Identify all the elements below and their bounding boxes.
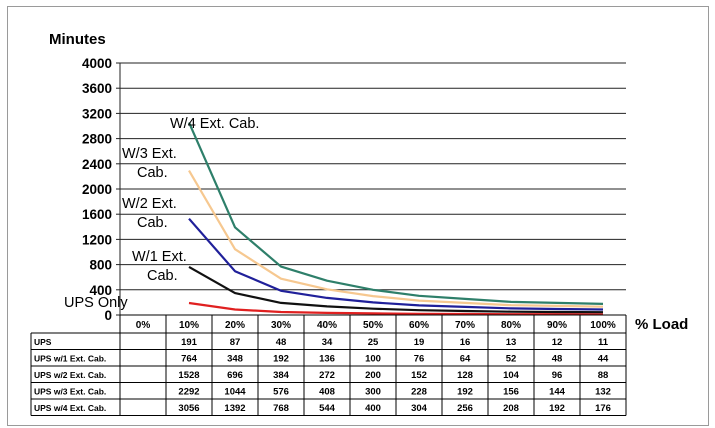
series-annotation: W/1 Ext. xyxy=(132,249,187,265)
table-cell: 764 xyxy=(181,354,198,365)
series-annotation: W/4 Ext. Cab. xyxy=(170,116,259,132)
x-category-label: 30% xyxy=(271,320,291,331)
x-category-label: 80% xyxy=(501,320,521,331)
table-cell: 1044 xyxy=(224,387,246,398)
series-annotation: UPS Only xyxy=(64,295,128,311)
table-row-label: UPS w/2 Ext. Cab. xyxy=(34,370,106,380)
table-cell: 11 xyxy=(598,337,609,348)
table-cell: 76 xyxy=(414,354,425,365)
table-cell: 132 xyxy=(595,387,611,398)
series-annotation: W/3 Ext. xyxy=(122,146,177,162)
y-tick-label: 3200 xyxy=(82,106,112,121)
y-tick-label: 4000 xyxy=(82,56,112,71)
table-cell: 156 xyxy=(503,387,519,398)
series-line-3 xyxy=(188,170,604,308)
table-cell: 13 xyxy=(506,337,517,348)
table-cell: 208 xyxy=(503,403,519,414)
load-runtime-chart: Minutes 0 400 800 1200 1600 2000 2400 2800 3200 36… xyxy=(30,31,688,416)
x-category-label: 50% xyxy=(363,320,383,331)
table-cell: 192 xyxy=(273,354,289,365)
table-cell: 3056 xyxy=(178,403,199,414)
series-annotation: W/2 Ext. xyxy=(122,196,177,212)
table-cell: 768 xyxy=(273,403,289,414)
series-line-0 xyxy=(188,301,604,316)
table-cell: 34 xyxy=(322,337,333,348)
table-cell: 696 xyxy=(227,370,243,381)
x-category-label: 100% xyxy=(590,320,616,331)
series-annotation: Cab. xyxy=(137,165,168,181)
table-row-label: UPS w/3 Ext. Cab. xyxy=(34,387,106,397)
table-cell: 16 xyxy=(460,337,471,348)
series-line-1 xyxy=(188,265,604,314)
table-cell: 300 xyxy=(365,387,381,398)
y-tick-label: 3600 xyxy=(82,81,112,96)
table-cell: 87 xyxy=(230,337,241,348)
table-cell: 48 xyxy=(552,354,563,365)
table-row-label: UPS w/1 Ext. Cab. xyxy=(34,354,106,364)
y-tick-label: 1200 xyxy=(82,232,112,247)
table-cell: 384 xyxy=(273,370,290,381)
table-cell: 128 xyxy=(457,370,473,381)
table-cell: 100 xyxy=(365,354,381,365)
x-category-label: 0% xyxy=(136,320,151,331)
table-cell: 408 xyxy=(319,387,335,398)
x-category-label: 90% xyxy=(547,320,567,331)
table-cell: 144 xyxy=(549,387,566,398)
series-annotation: Cab. xyxy=(147,268,178,284)
table-cell: 400 xyxy=(365,403,381,414)
table-cell: 19 xyxy=(414,337,425,348)
table-cell: 272 xyxy=(319,370,335,381)
table-cell: 192 xyxy=(549,403,565,414)
table-cell: 96 xyxy=(552,370,563,381)
y-tick-label: 800 xyxy=(89,258,112,273)
table-cell: 1392 xyxy=(224,403,245,414)
x-category-label: 60% xyxy=(409,320,429,331)
chart-frame: Minutes 0 400 800 1200 1600 2000 2400 2800 3200 36… xyxy=(7,6,709,426)
table-cell: 192 xyxy=(457,387,473,398)
x-category-label: 10% xyxy=(179,320,199,331)
table-cell: 304 xyxy=(411,403,428,414)
table-cell: 348 xyxy=(227,354,243,365)
x-category-label: 40% xyxy=(317,320,337,331)
table-cell: 104 xyxy=(503,370,520,381)
table-cell: 191 xyxy=(181,337,198,348)
table-cell: 176 xyxy=(595,403,611,414)
y-tick-label: 1600 xyxy=(82,207,112,222)
series-line-4 xyxy=(187,122,604,305)
y-tick-label: 2400 xyxy=(82,157,112,172)
table-cell: 576 xyxy=(273,387,289,398)
table-cell: 2292 xyxy=(178,387,199,398)
table-cell: 64 xyxy=(460,354,471,365)
series-annotation: Cab. xyxy=(137,215,168,231)
table-cell: 44 xyxy=(598,354,609,365)
table-cell: 200 xyxy=(365,370,381,381)
x-axis-title: % Load xyxy=(635,316,688,333)
table-row-label: UPS xyxy=(34,337,52,347)
table-cell: 88 xyxy=(598,370,609,381)
x-category-label: 70% xyxy=(455,320,475,331)
table-cell: 48 xyxy=(276,337,287,348)
table-cell: 52 xyxy=(506,354,517,365)
table-cell: 152 xyxy=(411,370,427,381)
table-cell: 12 xyxy=(552,337,563,348)
table-cell: 25 xyxy=(368,337,379,348)
series-line-2 xyxy=(188,217,604,311)
y-axis-title: Minutes xyxy=(49,31,106,48)
table-cell: 136 xyxy=(319,354,335,365)
table-cell: 1528 xyxy=(178,370,199,381)
table-cell: 544 xyxy=(319,403,336,414)
y-tick-label: 2000 xyxy=(82,182,112,197)
y-tick-label: 2800 xyxy=(82,132,112,147)
table-row-label: UPS w/4 Ext. Cab. xyxy=(34,403,106,413)
x-category-label: 20% xyxy=(225,320,245,331)
y-tick-label: 400 xyxy=(89,283,112,298)
table-cell: 228 xyxy=(411,387,427,398)
table-cell: 256 xyxy=(457,403,473,414)
y-tick-label: 0 xyxy=(104,308,112,323)
